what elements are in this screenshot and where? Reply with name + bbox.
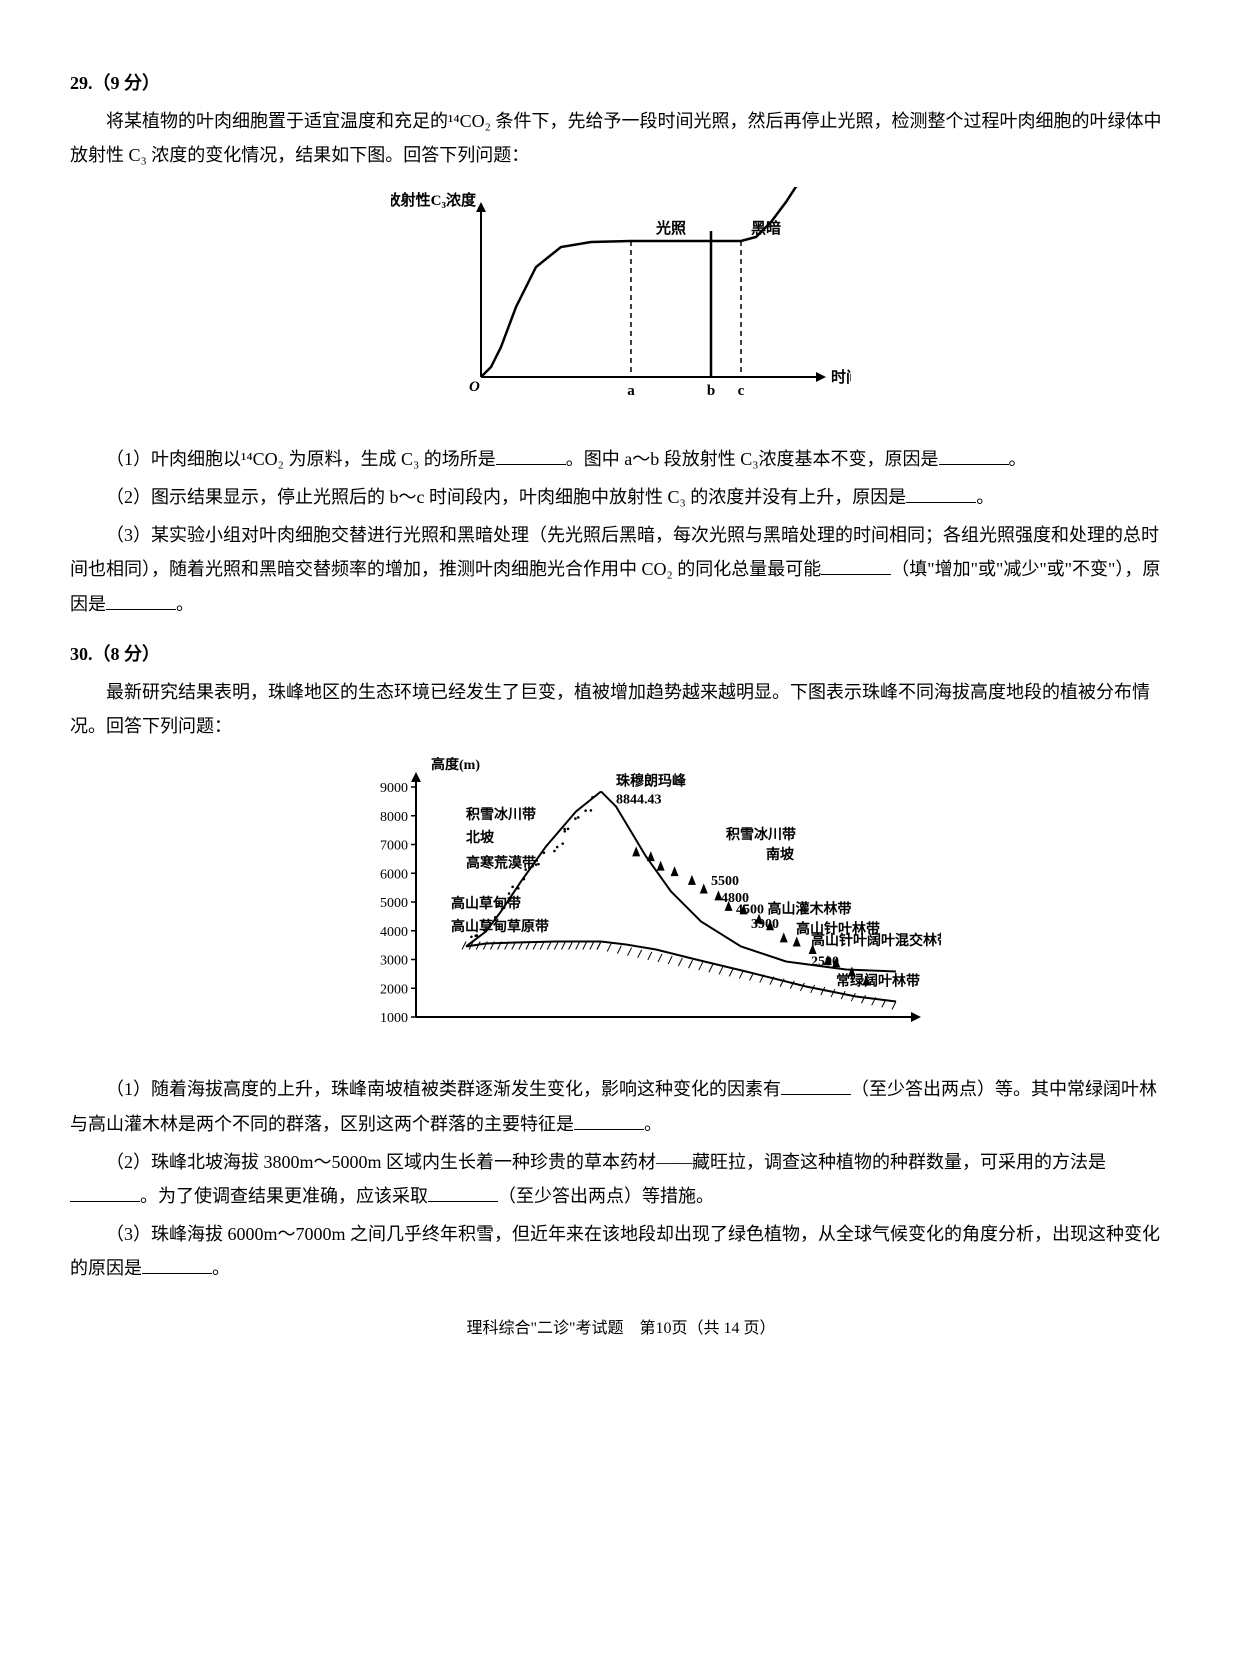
svg-text:O: O [469,379,480,395]
svg-text:4000: 4000 [380,925,408,940]
q29-p1: （1）叶肉细胞以¹⁴CO₂ 为原料，生成 C₃ 的场所是 。图中 a～b 段放射性… [70,442,1172,476]
blank [106,591,176,610]
q30-p2b: 。为了使调查结果更准确，应该采取 [140,1186,428,1206]
svg-text:9000: 9000 [380,781,408,796]
svg-text:高寒荒漠带: 高寒荒漠带 [466,855,536,872]
blank [906,484,976,503]
blank [496,446,566,465]
q29-header: 29.（9 分） [70,66,1172,100]
svg-text:5000: 5000 [380,896,408,911]
svg-text:南坡: 南坡 [766,846,795,863]
svg-text:常绿阔叶林带: 常绿阔叶林带 [836,973,920,990]
blank [781,1076,851,1095]
q29-p2: （2）图示结果显示，停止光照后的 b～c 时间段内，叶肉细胞中放射性 C₃ 的浓… [70,480,1172,514]
blank [70,1183,140,1202]
svg-text:b: b [707,383,715,399]
svg-text:2000: 2000 [380,983,408,998]
q30-p3: （3）珠峰海拔 6000m～7000m 之间几乎终年积雪，但近年来在该地段却出现… [70,1217,1172,1285]
svg-text:北坡: 北坡 [466,829,495,846]
q29-p2a: （2）图示结果显示，停止光照后的 b～c 时间段内，叶肉细胞中放射性 C₃ 的浓… [106,487,906,507]
svg-text:黑暗: 黑暗 [751,219,781,237]
svg-text:7000: 7000 [380,839,408,854]
q29-p3: （3）某实验小组对叶肉细胞交替进行光照和黑暗处理（先光照后黑暗，每次光照与黑暗处… [70,518,1172,621]
svg-text:c: c [738,383,745,399]
svg-text:高山草甸草原带: 高山草甸草原带 [451,918,549,935]
q30-intro: 最新研究结果表明，珠峰地区的生态环境已经发生了巨变，植被增加趋势越来越明显。下图… [70,675,1172,743]
q29-p1c: 。 [1009,449,1027,469]
blank [428,1183,498,1202]
svg-text:3900: 3900 [751,917,779,932]
q30-p2: （2）珠峰北坡海拔 3800m～5000m 区域内生长着一种珍贵的草本药材——藏… [70,1145,1172,1213]
svg-text:放射性C₃浓度: 放射性C₃浓度 [391,191,477,209]
svg-text:3000: 3000 [380,954,408,969]
svg-text:8000: 8000 [380,810,408,825]
svg-text:1000: 1000 [380,1011,408,1026]
q30-header: 30.（8 分） [70,637,1172,671]
svg-text:8844.43: 8844.43 [616,793,662,808]
svg-text:a: a [627,383,635,399]
svg-text:珠穆朗玛峰: 珠穆朗玛峰 [616,773,687,790]
svg-text:积雪冰川带: 积雪冰川带 [466,806,536,823]
q30-p3b: 。 [212,1258,230,1278]
blank [821,556,891,575]
svg-text:光照: 光照 [655,219,686,237]
svg-text:高度(m): 高度(m) [431,757,480,773]
svg-text:2500: 2500 [811,955,839,970]
svg-text:积雪冰川带: 积雪冰川带 [726,826,796,843]
q30-p1: （1）随着海拔高度的上升，珠峰南坡植被类群逐渐发生变化，影响这种变化的因素有（至… [70,1072,1172,1140]
q29-intro: 将某植物的叶肉细胞置于适宜温度和充足的¹⁴CO₂ 条件下，先给予一段时间光照，然… [70,104,1172,172]
q30-p2a: （2）珠峰北坡海拔 3800m～5000m 区域内生长着一种珍贵的草本药材——藏… [106,1152,1106,1172]
q30-figure: 高度(m) 1000 2000 3000 4000 5000 6000 7000 8000 900… [70,757,1172,1058]
q29-p2b: 。 [976,487,994,507]
blank [142,1255,212,1274]
svg-text:6000: 6000 [380,868,408,883]
q29-p1a: （1）叶肉细胞以¹⁴CO₂ 为原料，生成 C₃ 的场所是 [106,449,496,469]
q29-figure: 放射性C₃浓度时间 Oa b c 光照 黑暗 [70,187,1172,428]
svg-text:时间: 时间 [831,368,851,386]
q29-p1b: 。图中 a～b 段放射性 C₃浓度基本不变，原因是 [566,449,939,469]
svg-text:高山草甸带: 高山草甸带 [451,895,521,912]
q30-p2c: （至少答出两点）等措施。 [498,1186,714,1206]
q30-p1a: （1）随着海拔高度的上升，珠峰南坡植被类群逐渐发生变化，影响这种变化的因素有 [106,1079,781,1099]
page-footer: 理科综合"二诊"考试题 第10页（共 14 页） [70,1314,1172,1344]
svg-text:5500: 5500 [711,874,739,889]
svg-text:4500 高山灌木林带: 4500 高山灌木林带 [736,901,852,918]
blank [574,1111,644,1130]
svg-text:高山针叶阔叶混交林带: 高山针叶阔叶混交林带 [811,932,941,949]
q30-p3a: （3）珠峰海拔 6000m～7000m 之间几乎终年积雪，但近年来在该地段却出现… [70,1224,1160,1278]
q29-p3c: 。 [176,594,194,614]
q30-p1c: 。 [644,1114,662,1134]
blank [939,446,1009,465]
